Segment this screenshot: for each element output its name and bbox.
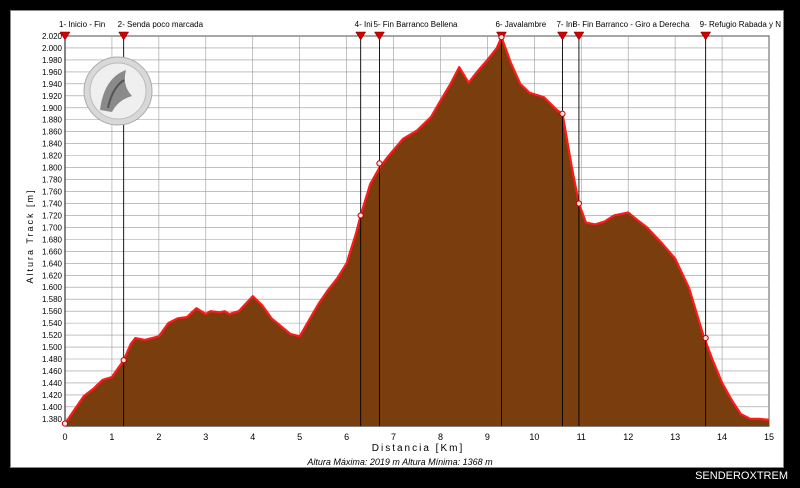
elevation-line (64, 36, 770, 425)
waypoint-flag-icon (355, 31, 367, 41)
y-tick-label: 1.520 (42, 331, 63, 340)
waypoint-dot (357, 212, 364, 219)
y-tick-label: 2.020 (42, 32, 63, 41)
waypoint-label: 2- Senda poco marcada (118, 20, 204, 29)
x-tick-label: 10 (529, 432, 539, 442)
y-tick-label: 1.540 (42, 319, 63, 328)
y-tick-label: 1.680 (42, 235, 63, 244)
footer: SENDEROXTREM (0, 470, 800, 488)
y-tick-label: 1.440 (42, 379, 63, 388)
waypoint-label: 6- Javalambre (495, 20, 546, 29)
x-tick-label: 6 (344, 432, 349, 442)
x-tick-label: 8 (438, 432, 443, 442)
y-tick-label: 1.720 (42, 211, 63, 220)
x-tick-label: 7 (391, 432, 396, 442)
x-tick-label: 5 (297, 432, 302, 442)
x-axis-label: Distancia [Km] (372, 443, 464, 454)
y-axis-label: Altura Track [m] (25, 188, 35, 283)
x-tick-label: 14 (717, 432, 727, 442)
y-tick-label: 1.980 (42, 56, 63, 65)
x-tick-label: 15 (764, 432, 774, 442)
y-tick-label: 1.700 (42, 223, 63, 232)
waypoint-flag-icon (700, 31, 712, 41)
x-tick-label: 0 (62, 432, 67, 442)
y-tick-label: 1.960 (42, 68, 63, 77)
x-tick-label: 13 (670, 432, 680, 442)
y-tick-label: 1.900 (42, 104, 63, 113)
x-tick-label: 3 (203, 432, 208, 442)
y-tick-label: 1.860 (42, 128, 63, 137)
y-tick-label: 1.580 (42, 295, 63, 304)
y-tick-label: 2.000 (42, 44, 63, 53)
y-tick-label: 1.840 (42, 140, 63, 149)
y-tick-label: 1.420 (42, 391, 63, 400)
y-tick-label: 1.820 (42, 152, 63, 161)
elevation-summary: Altura Máxima: 2019 m Altura Mínima: 136… (306, 457, 493, 467)
compass-logo (83, 56, 153, 126)
y-tick-label: 1.400 (42, 403, 63, 412)
waypoint-label: 9- Refugio Rabada y N (700, 20, 782, 29)
waypoint-dot (498, 34, 505, 41)
waypoint-flag-icon (374, 31, 385, 41)
y-tick-label: 1.780 (42, 176, 63, 185)
y-tick-label: 1.480 (42, 355, 63, 364)
x-tick-label: 4 (250, 432, 255, 442)
waypoints: 1- Inicio - Fin 2- Senda poco marcada 4- I… (59, 20, 782, 427)
waypoint-dot (702, 334, 709, 342)
y-tick-label: 1.800 (42, 164, 63, 173)
waypoint-dot (559, 110, 566, 117)
brand-label: SENDEROXTREM (695, 470, 788, 482)
waypoint-flag-icon (557, 31, 568, 41)
y-tick-label: 1.380 (42, 415, 63, 424)
waypoint-flag-icon (118, 31, 130, 41)
x-tick-label: 11 (577, 432, 586, 442)
y-tick-label: 1.640 (42, 259, 63, 268)
y-tick-label: 1.600 (42, 283, 63, 292)
waypoint-dot (575, 200, 583, 207)
y-tick-label: 1.660 (42, 247, 63, 256)
x-tick-label: 9 (485, 432, 490, 442)
waypoint-flag-icon (59, 31, 71, 41)
y-tick-label: 1.740 (42, 199, 63, 208)
waypoint-dot (120, 357, 127, 364)
waypoint-dot (376, 160, 383, 167)
y-tick-label: 1.920 (42, 92, 63, 101)
y-tick-label: 1.620 (42, 271, 63, 280)
y-tick-label: 1.460 (42, 367, 63, 376)
waypoint-flag-icon (573, 31, 585, 41)
axes: 0 1 2 3 4 5 6 7 8 9 10 11 12 13 14 151.3801.4001.4201.4… (42, 32, 774, 442)
waypoint-label: 1- Inicio - Fin (59, 20, 105, 29)
x-tick-label: 12 (623, 432, 633, 442)
y-tick-label: 1.500 (42, 343, 63, 352)
waypoint-label: 7- Ini (556, 20, 574, 29)
waypoint-label: 4- Ini (355, 20, 373, 29)
x-tick-label: 1 (109, 432, 114, 442)
elevation-area (65, 37, 769, 426)
y-tick-label: 1.560 (42, 307, 63, 316)
waypoint-dot (61, 420, 69, 427)
waypoint-label: 5- Fin Barranco Bellena (373, 20, 458, 29)
y-tick-label: 1.760 (42, 188, 63, 197)
y-tick-label: 1.940 (42, 80, 63, 89)
waypoint-label: 8- Fin Barranco - Giro a Derecha (573, 20, 690, 29)
y-tick-label: 1.880 (42, 116, 63, 125)
x-tick-label: 2 (156, 432, 161, 442)
